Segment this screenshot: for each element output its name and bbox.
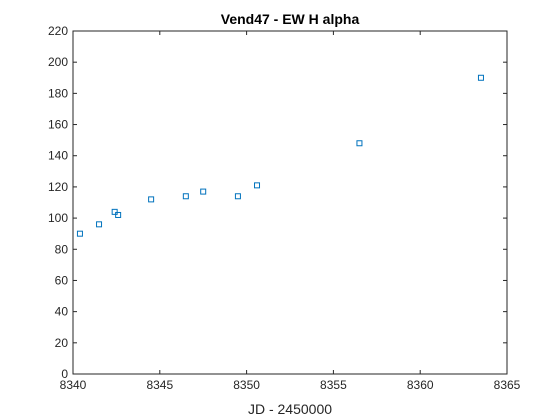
data-point: [96, 221, 103, 228]
x-tick-label: 8360: [407, 378, 434, 392]
data-point: [254, 182, 261, 189]
chart-title: Vend47 - EW H alpha: [221, 11, 360, 27]
y-tick-label: 80: [55, 242, 69, 256]
data-point: [234, 193, 241, 200]
data-point: [111, 208, 118, 215]
y-tick-label: 160: [48, 118, 68, 132]
x-tick-label: 8340: [60, 378, 87, 392]
y-tick-label: 140: [48, 149, 68, 163]
x-tick-label: 8355: [320, 378, 347, 392]
y-tick-label: 200: [48, 55, 68, 69]
data-point: [477, 74, 484, 81]
data-points: [76, 74, 484, 237]
axes-box: [72, 30, 508, 375]
data-point: [182, 193, 189, 200]
axis-ticks: 8340 8345 8350 8355 8360 8365 0 20 40 60 80 100 120 1…: [48, 24, 521, 392]
y-tick-label: 100: [48, 211, 68, 225]
y-tick-label: 0: [61, 367, 68, 381]
y-tick-label: 20: [55, 336, 69, 350]
data-point: [115, 211, 122, 218]
x-tick-label: 8350: [233, 378, 260, 392]
data-point: [200, 188, 207, 195]
data-point: [356, 140, 363, 147]
y-tick-label: 40: [55, 305, 69, 319]
x-tick-label: 8365: [494, 378, 521, 392]
data-point: [148, 196, 155, 203]
plot-area: [73, 31, 507, 374]
x-axis-label: JD - 2450000: [248, 401, 332, 417]
data-point: [76, 230, 83, 237]
x-tick-label: 8345: [146, 378, 173, 392]
y-tick-label: 60: [55, 273, 69, 287]
y-tick-label: 120: [48, 180, 68, 194]
y-tick-label: 220: [48, 24, 68, 38]
y-tick-label: 180: [48, 86, 68, 100]
